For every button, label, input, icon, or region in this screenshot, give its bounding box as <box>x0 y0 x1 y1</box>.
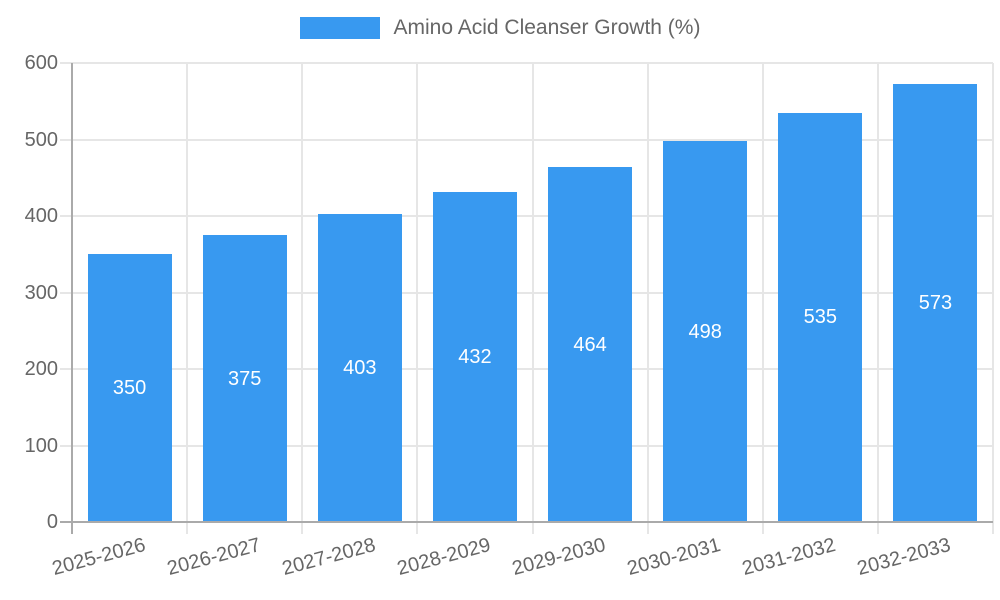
gridline-vertical <box>992 63 994 534</box>
bar-value-label: 403 <box>343 357 377 379</box>
gridline-horizontal <box>60 368 993 370</box>
bar <box>663 141 748 522</box>
y-tick-label: 0 <box>46 511 58 533</box>
legend-label: Amino Acid Cleanser Growth (%) <box>393 16 701 39</box>
legend-item[interactable]: Amino Acid Cleanser Growth (%) <box>0 16 1000 40</box>
bar <box>317 213 402 522</box>
gridline-horizontal <box>60 291 993 294</box>
bar-value-label: 375 <box>228 368 262 390</box>
bar <box>87 254 172 522</box>
bar-value-label: 573 <box>918 292 953 314</box>
gridline-vertical <box>761 63 764 534</box>
bar-value-label: 464 <box>573 334 607 356</box>
gridline-horizontal <box>60 138 993 141</box>
bar-value-label: 350 <box>112 377 147 399</box>
y-axis-line <box>71 63 73 534</box>
bar <box>202 235 287 522</box>
gridline-horizontal <box>60 215 993 217</box>
bar <box>432 191 517 522</box>
bar <box>893 83 978 522</box>
y-tick-label: 200 <box>24 358 58 380</box>
bar <box>548 167 633 522</box>
legend-swatch <box>299 17 380 39</box>
y-tick-label: 100 <box>24 434 58 457</box>
gridline-vertical <box>531 63 534 534</box>
y-tick-label: 500 <box>24 128 58 151</box>
gridline-vertical <box>416 63 419 534</box>
gridline-vertical <box>301 63 304 534</box>
gridline-horizontal <box>60 62 993 64</box>
bar <box>778 112 863 522</box>
bar-value-label: 498 <box>688 321 722 343</box>
bar-value-label: 535 <box>803 306 837 328</box>
bar-value-label: 432 <box>458 346 492 368</box>
gridline-horizontal <box>60 444 993 447</box>
y-tick-label: 600 <box>24 52 58 74</box>
gridline-vertical <box>646 63 649 534</box>
y-tick-label: 400 <box>24 205 58 227</box>
gridline-vertical <box>876 63 879 534</box>
gridline-vertical <box>186 63 189 534</box>
y-tick-label: 300 <box>24 281 58 304</box>
x-axis-line <box>60 521 993 523</box>
